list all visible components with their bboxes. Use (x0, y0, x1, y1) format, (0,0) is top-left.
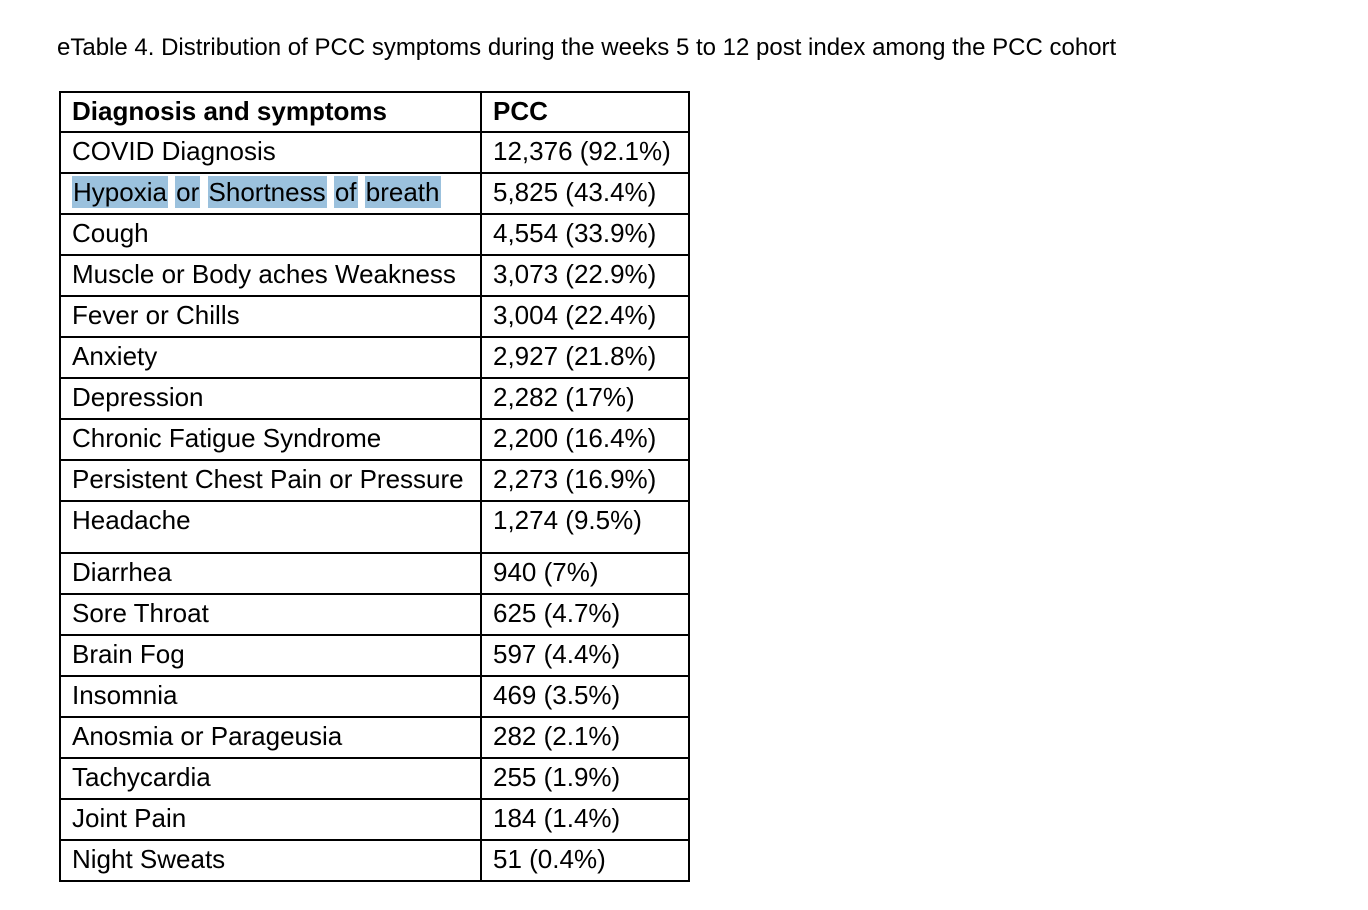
highlighted-word: or (175, 176, 201, 208)
table-row: Brain Fog 597 (4.4%) (59, 634, 690, 677)
pcc-value-cell: 625 (4.7%) (480, 593, 690, 636)
symptom-cell: Anxiety (59, 336, 482, 379)
symptom-cell: Persistent Chest Pain or Pressure (59, 459, 482, 502)
pcc-value-cell: 3,073 (22.9%) (480, 254, 690, 297)
symptom-cell: Insomnia (59, 675, 482, 718)
pcc-value-cell: 5,825 (43.4%) (480, 172, 690, 215)
symptom-cell: COVID Diagnosis (59, 131, 482, 174)
pcc-value-cell: 2,273 (16.9%) (480, 459, 690, 502)
table-row: Joint Pain 184 (1.4%) (59, 798, 690, 841)
header-row: Diagnosis and symptoms PCC (59, 91, 690, 133)
table-row: Chronic Fatigue Syndrome 2,200 (16.4%) (59, 418, 690, 461)
table-row: Insomnia 469 (3.5%) (59, 675, 690, 718)
symptom-cell: Fever or Chills (59, 295, 482, 338)
table-body: COVID Diagnosis 12,376 (92.1%) Hypoxia or … (59, 131, 690, 882)
symptom-cell: Chronic Fatigue Syndrome (59, 418, 482, 461)
symptom-cell: Depression (59, 377, 482, 420)
symptom-cell: Brain Fog (59, 634, 482, 677)
pcc-value-cell: 184 (1.4%) (480, 798, 690, 841)
symptom-cell: Tachycardia (59, 757, 482, 800)
pcc-value-cell: 597 (4.4%) (480, 634, 690, 677)
pcc-value-cell: 255 (1.9%) (480, 757, 690, 800)
pcc-value-cell: 4,554 (33.9%) (480, 213, 690, 256)
symptom-cell: Headache (59, 500, 482, 554)
highlighted-word: Shortness (207, 176, 327, 208)
table-row: Hypoxia or Shortness of breath 5,825 (43.… (59, 172, 690, 215)
pcc-value-cell: 2,927 (21.8%) (480, 336, 690, 379)
pcc-value-cell: 12,376 (92.1%) (480, 131, 690, 174)
symptom-cell: Cough (59, 213, 482, 256)
pcc-value-cell: 3,004 (22.4%) (480, 295, 690, 338)
table-row: Sore Throat 625 (4.7%) (59, 593, 690, 636)
pcc-value-cell: 51 (0.4%) (480, 839, 690, 882)
pcc-value-cell: 469 (3.5%) (480, 675, 690, 718)
table-row: Tachycardia 255 (1.9%) (59, 757, 690, 800)
symptoms-table: Diagnosis and symptoms PCC COVID Diagnos… (59, 91, 690, 882)
table-caption: eTable 4. Distribution of PCC symptoms d… (57, 34, 1117, 61)
table-row: COVID Diagnosis 12,376 (92.1%) (59, 131, 690, 174)
table-row: Diarrhea 940 (7%) (59, 552, 690, 595)
pcc-value-cell: 1,274 (9.5%) (480, 500, 690, 554)
symptom-cell: Anosmia or Parageusia (59, 716, 482, 759)
highlighted-word: of (333, 176, 358, 208)
pcc-value-cell: 282 (2.1%) (480, 716, 690, 759)
highlighted-word: Hypoxia (72, 176, 168, 208)
table-row: Muscle or Body aches Weakness 3,073 (22.9… (59, 254, 690, 297)
pcc-value-cell: 2,200 (16.4%) (480, 418, 690, 461)
symptom-cell: Joint Pain (59, 798, 482, 841)
symptom-cell: Muscle or Body aches Weakness (59, 254, 482, 297)
pcc-value-cell: 940 (7%) (480, 552, 690, 595)
table-row: Fever or Chills 3,004 (22.4%) (59, 295, 690, 338)
table-header: Diagnosis and symptoms PCC (59, 91, 690, 133)
symptom-cell: Night Sweats (59, 839, 482, 882)
symptom-cell: Diarrhea (59, 552, 482, 595)
symptom-cell: Sore Throat (59, 593, 482, 636)
table-row: Anosmia or Parageusia 282 (2.1%) (59, 716, 690, 759)
highlighted-word: breath (364, 176, 441, 208)
pcc-value-cell: 2,282 (17%) (480, 377, 690, 420)
table-row: Depression 2,282 (17%) (59, 377, 690, 420)
table-row: Headache 1,274 (9.5%) (59, 500, 690, 554)
table-row: Persistent Chest Pain or Pressure 2,273 (… (59, 459, 690, 502)
table-row: Night Sweats 51 (0.4%) (59, 839, 690, 882)
table-row: Anxiety 2,927 (21.8%) (59, 336, 690, 379)
col-header-diagnosis-symptoms: Diagnosis and symptoms (59, 91, 482, 133)
col-header-pcc: PCC (480, 91, 690, 133)
table-row: Cough 4,554 (33.9%) (59, 213, 690, 256)
symptom-cell: Hypoxia or Shortness of breath (59, 172, 482, 215)
